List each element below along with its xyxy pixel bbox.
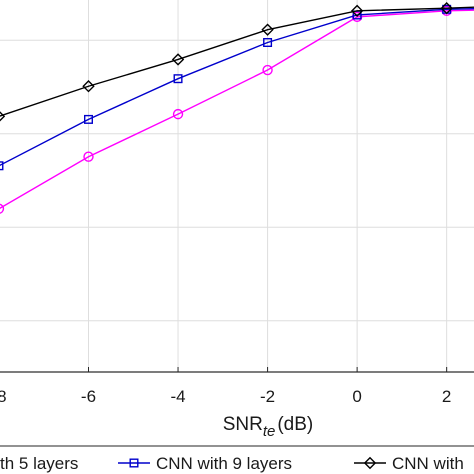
- data-point-square: [0, 161, 4, 171]
- data-point-square: [129, 458, 139, 468]
- series-1: [0, 5, 474, 214]
- x-tick-label: 0: [352, 387, 361, 406]
- legend-label: th 5 layers: [0, 454, 78, 473]
- data-point-diamond: [261, 23, 274, 36]
- data-point-diamond: [350, 4, 364, 18]
- series-2: [0, 4, 474, 171]
- x-axis-label: SNRte (dB): [223, 414, 314, 440]
- x-tick-label: -8: [0, 387, 7, 406]
- series-layer: [0, 2, 474, 214]
- data-point-square: [263, 38, 273, 48]
- data-point-circle: [83, 151, 94, 162]
- data-point-square: [173, 74, 183, 84]
- x-tick-label: -6: [81, 387, 96, 406]
- series-line: [0, 7, 474, 167]
- x-axis-label-subscript: te: [263, 423, 276, 440]
- x-tick-labels: -8 -6 -4 -2 0 2: [0, 367, 451, 406]
- data-point-circle: [0, 203, 5, 214]
- x-tick-label: -2: [260, 387, 275, 406]
- legend-entry-2: CNN with 9 layers: [118, 454, 292, 473]
- data-point-diamond: [440, 2, 453, 15]
- x-tick-label: 2: [442, 387, 451, 406]
- legend: th 5 layers CNN with 9 layers CNN with: [0, 445, 474, 474]
- data-point-diamond: [363, 456, 377, 470]
- series-line: [0, 9, 474, 209]
- plot-area-frame: [0, 371, 474, 373]
- legend-label: CNN with 9 layers: [156, 454, 292, 473]
- data-point-diamond: [82, 80, 95, 93]
- grid-lines: [0, 0, 474, 372]
- data-point-circle: [262, 64, 273, 76]
- data-point-diamond: [0, 111, 6, 122]
- legend-box: [0, 445, 474, 474]
- data-point-circle: [172, 108, 184, 120]
- x-axis-label-unit: (dB): [277, 414, 313, 435]
- legend-entry-3: CNN with: [354, 454, 464, 473]
- legend-label: CNN with: [392, 454, 464, 473]
- legend-entry-1: th 5 layers: [0, 454, 78, 473]
- series-line: [0, 6, 474, 117]
- data-point-diamond: [171, 53, 185, 66]
- data-point-square: [83, 114, 93, 124]
- x-axis-label-main: SNR: [223, 414, 263, 435]
- series-3: [0, 2, 474, 122]
- x-tick-label: -4: [170, 387, 185, 406]
